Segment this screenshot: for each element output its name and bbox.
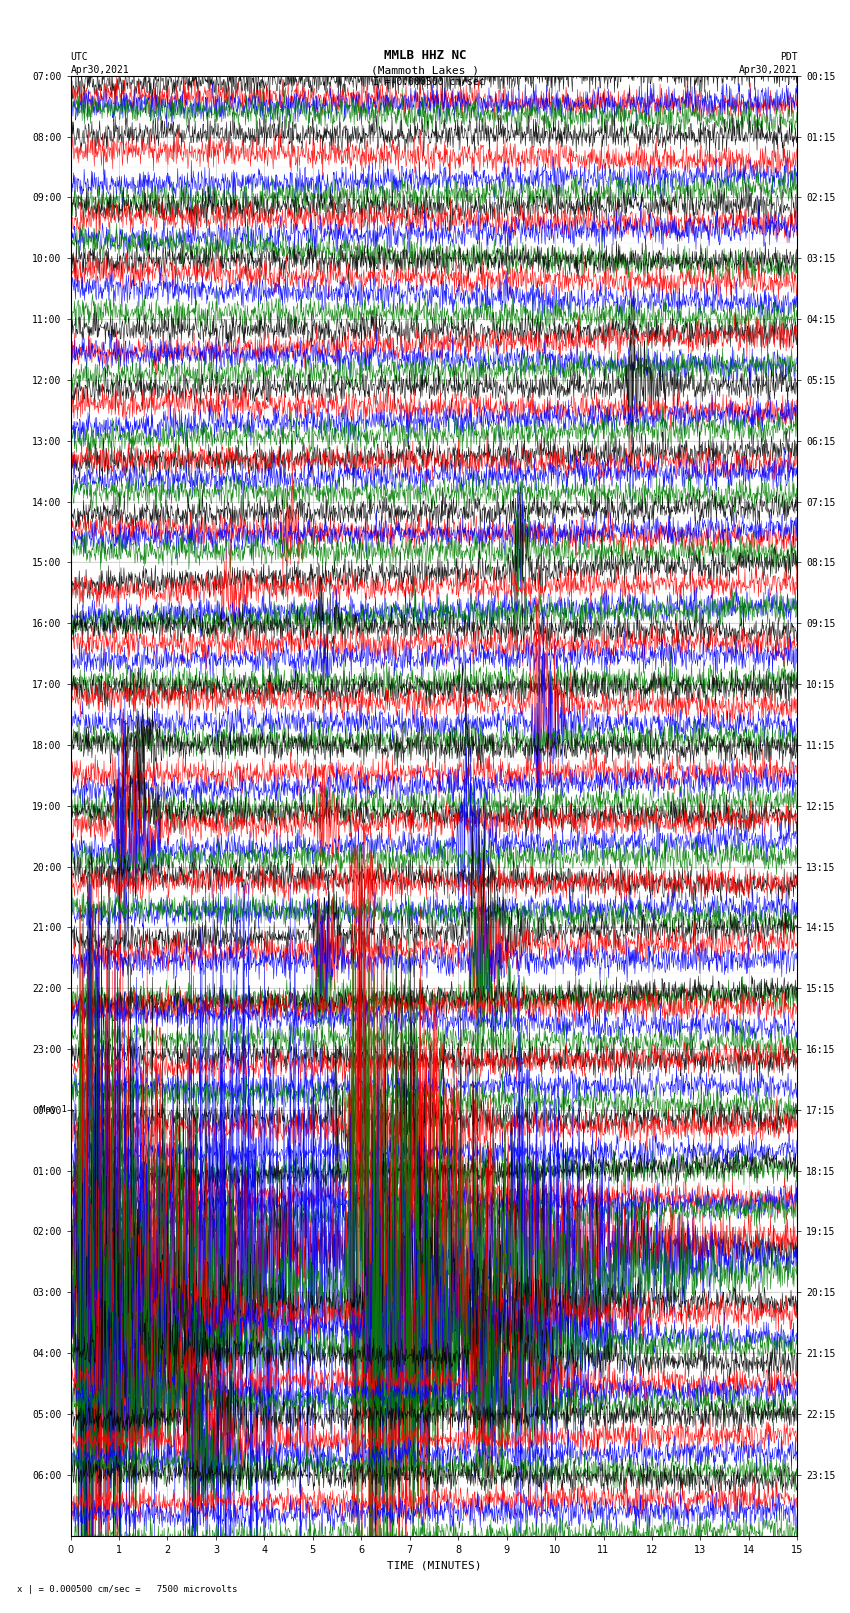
Text: UTC: UTC: [71, 52, 88, 63]
Text: (Mammoth Lakes ): (Mammoth Lakes ): [371, 65, 479, 76]
Text: May 1: May 1: [40, 1105, 67, 1115]
X-axis label: TIME (MINUTES): TIME (MINUTES): [387, 1560, 481, 1569]
Text: MMLB HHZ NC: MMLB HHZ NC: [383, 48, 467, 63]
Text: Apr30,2021: Apr30,2021: [71, 65, 129, 76]
Text: |: |: [389, 76, 396, 87]
Text: Apr30,2021: Apr30,2021: [739, 65, 797, 76]
Text: x | = 0.000500 cm/sec =   7500 microvolts: x | = 0.000500 cm/sec = 7500 microvolts: [17, 1584, 237, 1594]
Text: PDT: PDT: [779, 52, 797, 63]
Text: I = 0.000500 cm/sec: I = 0.000500 cm/sec: [373, 77, 485, 87]
